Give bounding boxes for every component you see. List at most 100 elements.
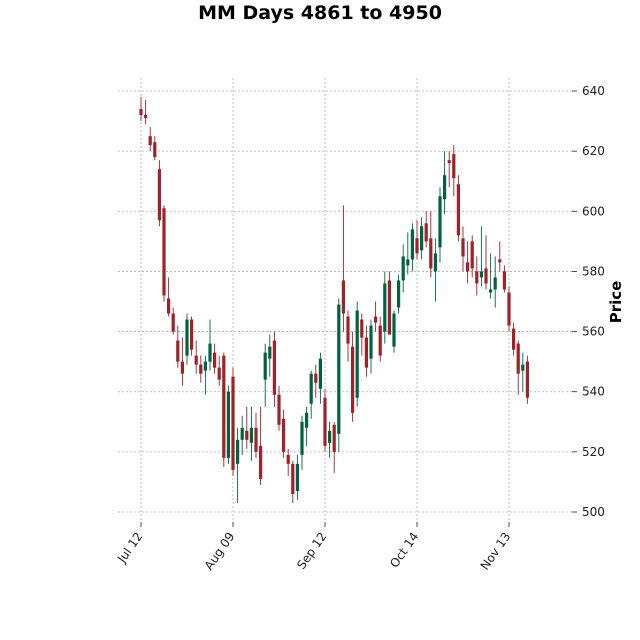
candle-body <box>447 160 451 164</box>
candle <box>429 211 433 278</box>
candle-body <box>295 463 299 491</box>
candle <box>438 187 442 263</box>
candle <box>433 238 437 302</box>
candle <box>410 223 414 272</box>
candle-body <box>452 154 456 179</box>
candle <box>167 277 171 317</box>
candle <box>295 454 299 500</box>
candle-body <box>332 424 336 452</box>
candle-body <box>323 397 327 446</box>
candle-body <box>231 376 235 470</box>
candle <box>139 97 143 122</box>
candle <box>447 151 451 188</box>
candle-body <box>263 352 267 380</box>
candle <box>272 331 276 407</box>
candle <box>282 409 286 458</box>
candle-body <box>236 439 240 464</box>
candle <box>236 427 240 503</box>
candle <box>443 151 447 215</box>
candle <box>277 385 281 431</box>
candle <box>452 145 456 197</box>
candle-body <box>410 229 414 260</box>
candle-body <box>268 346 272 359</box>
candle <box>259 406 263 485</box>
candle <box>332 421 336 473</box>
candle-body <box>502 271 506 290</box>
candle-body <box>525 361 529 398</box>
candle <box>406 232 410 275</box>
candle <box>470 235 474 278</box>
candle-body <box>512 328 516 350</box>
candle-body <box>176 340 180 362</box>
candle <box>328 421 332 458</box>
candle-body <box>171 313 175 332</box>
candle-body <box>277 394 281 425</box>
y-tick-label: 500 <box>582 505 605 519</box>
y-tick-label: 640 <box>582 84 605 98</box>
candle <box>392 310 396 353</box>
candle-body <box>397 280 401 308</box>
candle <box>203 355 207 395</box>
candle <box>516 340 520 395</box>
candle-body <box>351 346 355 413</box>
candle-body <box>406 259 410 266</box>
candle-body <box>144 115 148 119</box>
candle-body <box>415 238 419 254</box>
candle <box>305 406 309 446</box>
candle-body <box>461 238 465 257</box>
candle <box>309 370 313 419</box>
candle-body <box>148 136 152 146</box>
candle-body <box>309 373 313 404</box>
candle <box>222 352 226 467</box>
candle-body <box>185 319 189 356</box>
candle <box>144 100 148 125</box>
candle-body <box>282 418 286 452</box>
candle-body <box>240 427 244 440</box>
candles <box>139 97 529 503</box>
candle <box>479 226 483 287</box>
candle-body <box>498 259 502 263</box>
candle <box>489 253 493 299</box>
candle <box>461 226 465 272</box>
x-tick-label: Nov 13 <box>478 530 514 573</box>
candle <box>383 271 387 344</box>
candle <box>525 355 529 404</box>
x-tick-label: Jul 12 <box>114 530 145 566</box>
candle <box>424 211 428 248</box>
candle <box>194 340 198 374</box>
candle <box>249 406 253 461</box>
candle-body <box>213 352 217 368</box>
candle <box>226 385 230 464</box>
candle-body <box>493 277 497 290</box>
candle-body <box>291 463 295 494</box>
candle-body <box>314 373 318 383</box>
y-tick-label: 620 <box>582 144 605 158</box>
candle-body <box>383 283 387 332</box>
candle <box>231 367 235 476</box>
candle <box>360 313 364 356</box>
candle-body <box>470 241 474 269</box>
candle <box>240 415 244 455</box>
candle-body <box>433 253 437 272</box>
candle-body <box>369 325 373 359</box>
chart-title: MM Days 4861 to 4950 <box>198 2 442 24</box>
candle-body <box>479 271 483 278</box>
candle <box>415 220 419 260</box>
x-tick-label: Oct 14 <box>387 530 421 571</box>
candle-body <box>226 391 230 458</box>
candle <box>217 355 221 386</box>
candle <box>502 265 506 293</box>
candle <box>369 319 373 374</box>
candle-body <box>300 421 304 455</box>
candle-body <box>521 364 525 371</box>
candle-body <box>139 109 143 116</box>
candle-body <box>484 268 488 284</box>
candle <box>171 307 175 335</box>
candle-body <box>378 325 382 356</box>
candle <box>512 322 516 356</box>
candle <box>456 175 460 242</box>
candle-body <box>516 343 520 374</box>
candle-body <box>153 142 157 158</box>
candle <box>397 274 401 314</box>
